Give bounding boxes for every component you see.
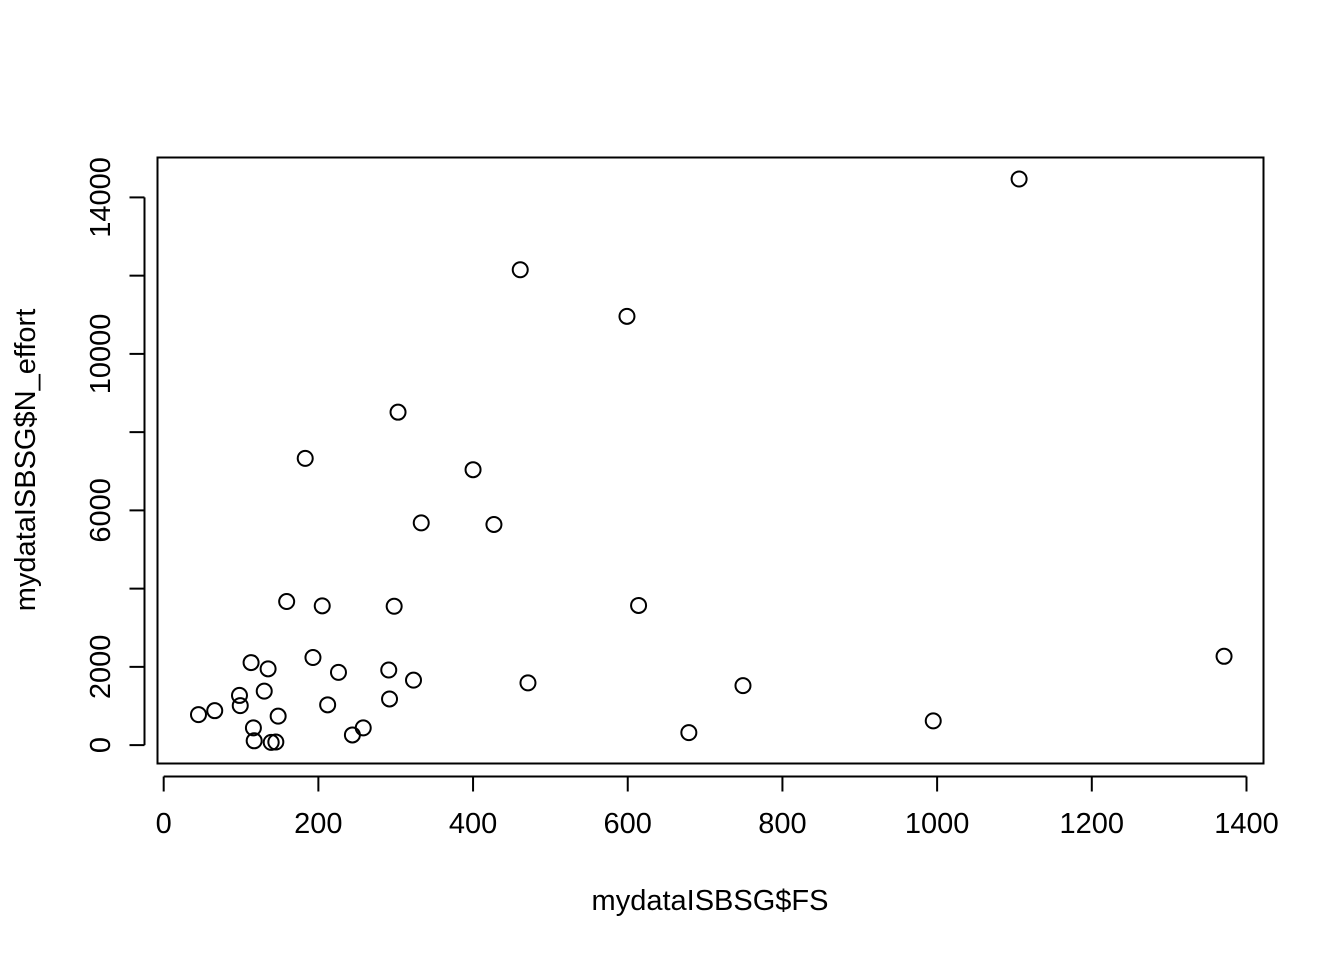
- x-tick-label: 0: [156, 808, 172, 840]
- data-point: [389, 403, 407, 421]
- data-point: [267, 733, 285, 751]
- data-point: [329, 663, 347, 681]
- y-tick-label: 6000: [85, 478, 117, 543]
- data-point: [245, 732, 263, 750]
- plot-box: [156, 156, 1265, 765]
- x-tick-label: 1400: [1214, 808, 1279, 840]
- data-point: [511, 261, 529, 279]
- x-tick-label: 200: [294, 808, 342, 840]
- data-point: [1010, 170, 1028, 188]
- data-point: [255, 682, 273, 700]
- data-point: [242, 654, 260, 672]
- y-tick-label: 14000: [85, 157, 117, 238]
- x-tick-label: 400: [449, 808, 497, 840]
- data-point: [354, 719, 372, 737]
- x-tick-label: 1000: [905, 808, 970, 840]
- data-point: [319, 696, 337, 714]
- y-tick-label: 10000: [85, 314, 117, 395]
- data-point: [296, 449, 314, 467]
- y-tick-label: 0: [85, 737, 117, 753]
- y-axis-title: mydataISBSG$N_effort: [10, 309, 42, 612]
- data-point: [381, 690, 399, 708]
- data-point: [412, 514, 430, 532]
- x-axis-title: mydataISBSG$FS: [592, 885, 829, 917]
- data-point: [485, 515, 503, 533]
- data-point: [206, 702, 224, 720]
- data-points: [189, 170, 1233, 751]
- data-point: [244, 719, 262, 737]
- data-point: [924, 712, 942, 730]
- data-point: [680, 724, 698, 742]
- data-point: [405, 671, 423, 689]
- data-point: [380, 661, 398, 679]
- x-tick-label: 600: [604, 808, 652, 840]
- data-point: [618, 307, 636, 325]
- data-point: [464, 461, 482, 479]
- data-point: [189, 706, 207, 724]
- data-point: [385, 597, 403, 615]
- y-axis: 0 2000 6000 10000 14000: [85, 157, 146, 753]
- data-point: [230, 686, 248, 704]
- data-point: [1215, 647, 1233, 665]
- x-tick-label: 800: [758, 808, 806, 840]
- data-point: [630, 596, 648, 614]
- data-point: [734, 677, 752, 695]
- data-point: [304, 648, 322, 666]
- x-axis: 0 200 400 600 800 1000 1200 1400: [156, 775, 1279, 840]
- data-point: [269, 707, 287, 725]
- data-point: [313, 597, 331, 615]
- data-point: [278, 593, 296, 611]
- y-tick-label: 2000: [85, 635, 117, 700]
- data-point: [259, 660, 277, 678]
- data-point: [519, 674, 537, 692]
- data-point: [231, 697, 249, 715]
- x-tick-label: 1200: [1060, 808, 1125, 840]
